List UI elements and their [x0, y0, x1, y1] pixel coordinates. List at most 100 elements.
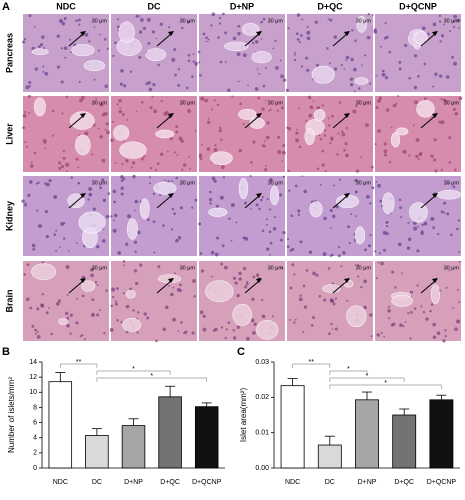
nucleus	[91, 153, 94, 156]
nucleus	[266, 121, 270, 125]
nucleus	[111, 120, 114, 123]
nucleus	[410, 290, 413, 294]
nucleus	[228, 217, 231, 220]
nucleus	[430, 154, 434, 158]
nucleus	[275, 66, 279, 70]
nucleus	[78, 80, 81, 83]
nucleus	[46, 182, 50, 187]
nucleus	[197, 50, 201, 54]
nucleus	[75, 19, 78, 23]
nucleus	[345, 126, 349, 130]
structure	[158, 274, 182, 284]
nucleus	[184, 330, 188, 334]
nucleus	[127, 214, 131, 219]
nucleus	[125, 304, 130, 309]
nucleus	[376, 99, 381, 103]
nucleus	[110, 304, 113, 308]
nucleus	[140, 18, 144, 22]
arrow	[244, 195, 260, 209]
nucleus	[162, 224, 165, 227]
bracket	[96, 370, 171, 375]
nucleus	[48, 179, 52, 183]
nucleus	[344, 142, 348, 146]
nucleus	[106, 130, 110, 135]
structure	[81, 280, 96, 292]
nucleus	[279, 59, 282, 62]
nucleus	[40, 304, 45, 308]
nucleus	[277, 149, 282, 154]
nucleus	[404, 321, 407, 323]
nucleus	[279, 193, 283, 197]
significance-bracket: *	[329, 366, 368, 375]
nucleus	[246, 280, 249, 283]
nucleus	[45, 234, 49, 239]
nucleus	[117, 251, 122, 255]
structure	[238, 108, 257, 120]
micrograph: 30 μm	[22, 94, 110, 172]
nucleus	[51, 109, 55, 113]
nucleus	[232, 276, 237, 280]
nucleus	[340, 64, 343, 67]
nucleus	[146, 316, 150, 320]
nucleus	[276, 109, 279, 112]
nucleus	[134, 209, 136, 212]
nucleus	[269, 208, 272, 211]
nucleus	[112, 219, 115, 222]
nucleus	[187, 59, 191, 63]
nucleus	[233, 336, 237, 340]
structure	[395, 127, 409, 136]
nucleus	[120, 69, 124, 73]
arrow	[68, 280, 84, 294]
nucleus	[33, 151, 37, 155]
y-tick-label: 6	[33, 419, 37, 426]
nucleus	[295, 138, 300, 143]
nucleus	[106, 47, 109, 50]
nucleus	[445, 286, 448, 289]
nucleus	[129, 70, 133, 73]
nucleus	[231, 95, 234, 98]
panel-label: A	[2, 1, 10, 13]
nucleus	[205, 40, 208, 43]
nucleus	[264, 145, 267, 148]
nucleus	[293, 53, 296, 56]
nucleus	[87, 198, 90, 201]
nucleus	[260, 198, 263, 202]
arrow-head	[344, 31, 350, 36]
nucleus	[281, 266, 284, 270]
nucleus	[61, 22, 66, 26]
nucleus	[192, 60, 195, 63]
nucleus	[116, 319, 119, 322]
nucleus	[266, 224, 268, 226]
nucleus	[324, 170, 327, 173]
nucleus	[266, 198, 269, 201]
y-tick-label: 10	[29, 389, 37, 396]
nucleus	[433, 138, 437, 142]
nucleus	[94, 281, 98, 284]
nucleus	[116, 287, 119, 290]
nucleus	[363, 305, 367, 310]
nucleus	[385, 108, 390, 112]
nucleus	[234, 281, 238, 285]
structure	[122, 317, 142, 332]
nucleus	[187, 109, 191, 113]
micrograph: 30 μm	[111, 14, 198, 92]
nucleus	[286, 238, 290, 241]
nucleus	[274, 216, 277, 219]
nucleus	[370, 335, 373, 338]
nucleus	[423, 97, 427, 101]
nucleus	[66, 323, 70, 328]
nucleus	[230, 203, 235, 208]
column-header: D+QCNP	[399, 1, 437, 11]
bracket	[329, 370, 368, 375]
nucleus	[321, 163, 325, 167]
nucleus	[219, 60, 223, 64]
arrow	[244, 280, 260, 294]
significance-label: *	[366, 373, 369, 380]
nucleus	[224, 61, 227, 63]
nucleus	[300, 34, 303, 37]
nucleus	[255, 40, 259, 44]
panel-label: B	[2, 346, 10, 358]
nucleus	[238, 148, 243, 153]
structure	[354, 226, 366, 245]
